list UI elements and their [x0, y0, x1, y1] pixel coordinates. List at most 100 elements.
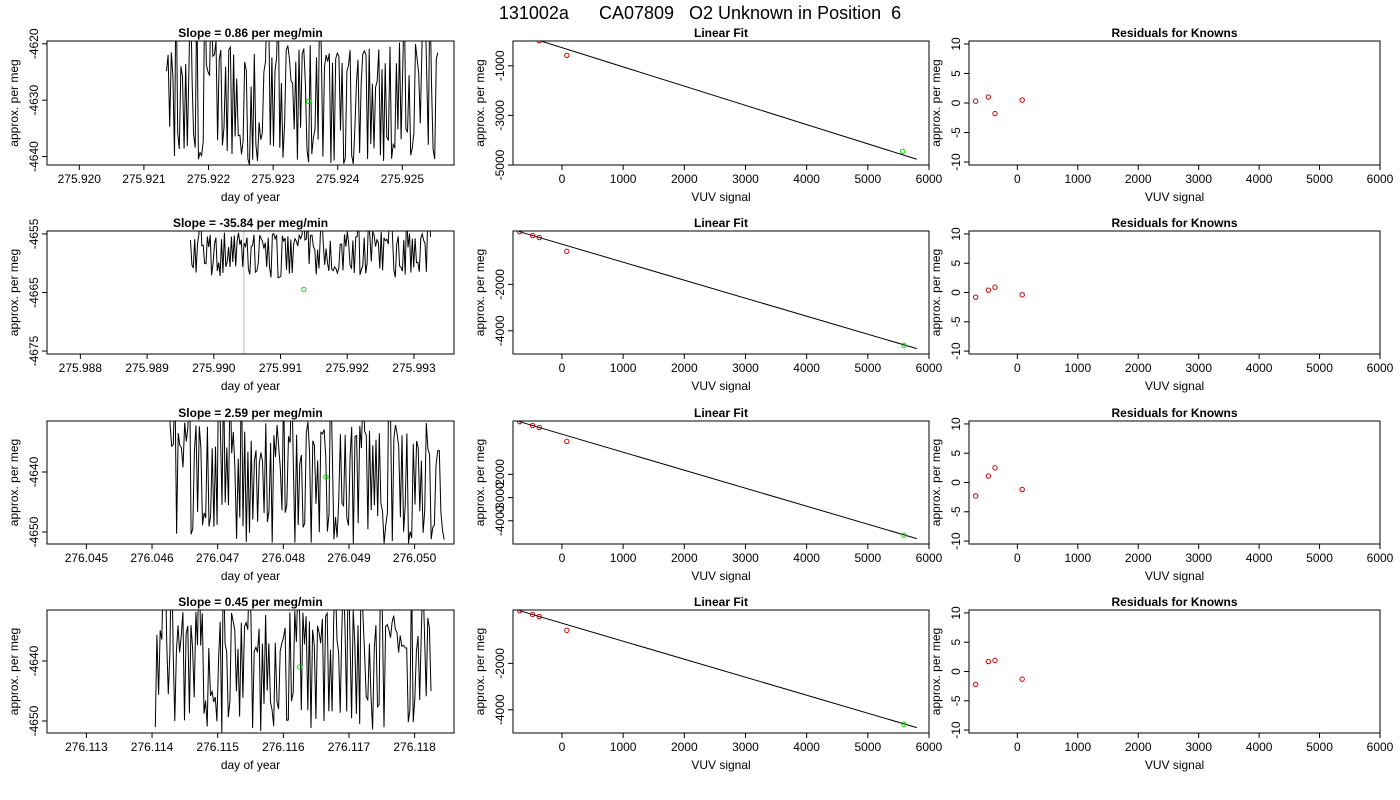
known-point — [529, 611, 536, 618]
unknown-point — [323, 474, 329, 480]
y-tick-label: 5 — [949, 70, 963, 77]
known-point — [536, 613, 543, 620]
panel-title: Residuals for Knowns — [1111, 26, 1237, 40]
y-tick-label: -4000 — [493, 505, 507, 536]
x-tick-label: 2000 — [1125, 361, 1152, 375]
y-tick-label: -4675 — [27, 335, 41, 366]
x-tick-label: 276.049 — [327, 551, 371, 565]
residual-point — [1019, 97, 1025, 103]
y-tick-label: -1000 — [493, 50, 507, 81]
panel-title: Slope = 0.86 per meg/min — [178, 26, 322, 40]
y-axis-label: approx. per meg — [929, 59, 943, 146]
x-tick-label: 0 — [559, 172, 566, 186]
known-point — [531, 41, 534, 42]
x-tick-label: 1000 — [610, 740, 637, 754]
plot-frame — [512, 420, 930, 545]
x-tick-label: 0 — [1014, 551, 1021, 565]
x-tick-label: 3000 — [732, 551, 759, 565]
y-tick-label: -4640 — [27, 456, 41, 487]
y-axis-label: approx. per meg — [473, 249, 487, 336]
x-axis-label: VUV signal — [1145, 569, 1204, 583]
x-axis-label: VUV signal — [691, 379, 750, 393]
x-axis-label: VUV signal — [1145, 379, 1204, 393]
x-tick-label: 5000 — [854, 172, 881, 186]
x-tick-label: 276.114 — [131, 740, 174, 754]
unknown-point — [901, 721, 907, 727]
y-tick-label: -10 — [949, 721, 963, 739]
x-tick-label: 4000 — [793, 740, 820, 754]
x-tick-label: 2000 — [671, 551, 698, 565]
x-tick-label: 276.050 — [393, 551, 437, 565]
known-point — [517, 231, 523, 235]
y-tick-label: 10 — [949, 227, 963, 241]
y-tick-label: -4000 — [493, 315, 507, 346]
y-tick-label: -5 — [949, 695, 963, 706]
x-tick-label: 1000 — [1064, 172, 1091, 186]
y-axis-label: approx. per meg — [929, 439, 943, 526]
panel-title: Slope = -35.84 per meg/min — [173, 216, 328, 230]
x-tick-label: 275.922 — [187, 172, 231, 186]
x-tick-label: 4000 — [793, 551, 820, 565]
y-tick-label: -4640 — [27, 141, 41, 172]
unknown-point — [901, 532, 907, 538]
x-tick-label: 275.990 — [192, 361, 236, 375]
panel-linear_fit-row-4: Linear Fit 0 1000 2000 3000 4000 5000 6000 -2000… — [473, 595, 943, 772]
x-tick-label: 0 — [559, 361, 566, 375]
plot-area — [531, 41, 917, 160]
x-tick-label: 3000 — [732, 740, 759, 754]
x-tick-label: 276.118 — [393, 740, 436, 754]
y-tick-label: 5 — [949, 450, 963, 457]
x-tick-label: 276.046 — [130, 551, 174, 565]
figure-title: 131002a CA07809 O2 Unknown in Position 6 — [498, 3, 902, 23]
residual-point — [972, 681, 979, 688]
x-tick-label: 1000 — [610, 361, 637, 375]
x-tick-label: 5000 — [854, 361, 881, 375]
plot-frame — [968, 40, 1381, 166]
x-tick-label: 276.115 — [196, 740, 239, 754]
x-tick-label: 6000 — [1367, 361, 1394, 375]
x-tick-label: 0 — [1014, 172, 1021, 186]
x-tick-label: 4000 — [1246, 740, 1273, 754]
y-axis-label: approx. per meg — [7, 439, 21, 526]
y-tick-label: 0 — [949, 99, 963, 106]
panel-timeseries-row-2: Slope = -35.84 per meg/min 275.988 275.989… — [7, 216, 455, 393]
x-tick-label: 275.989 — [125, 361, 169, 375]
x-tick-label: 275.923 — [251, 172, 295, 186]
y-tick-label: -4655 — [27, 218, 41, 249]
plot-area — [972, 657, 1025, 688]
x-tick-label: 1000 — [610, 551, 637, 565]
x-axis-label: VUV signal — [1145, 758, 1204, 772]
plot-frame — [512, 230, 930, 355]
y-tick-label: -4640 — [27, 645, 41, 676]
y-tick-label: -5 — [949, 506, 963, 517]
plot-area — [190, 231, 432, 354]
x-tick-label: 275.925 — [381, 172, 425, 186]
panel-linear_fit-row-1: Linear Fit 0 1000 2000 3000 4000 5000 6000 -1000… — [473, 26, 943, 204]
x-tick-label: 0 — [559, 551, 566, 565]
unknown-point — [297, 664, 303, 670]
unknown-point — [899, 148, 906, 155]
x-tick-label: 275.992 — [326, 361, 370, 375]
plot-frame — [512, 40, 930, 166]
y-tick-label: 5 — [949, 260, 963, 267]
plot-area — [166, 41, 439, 165]
y-axis-label: approx. per meg — [473, 59, 487, 146]
data-trace — [154, 610, 432, 733]
panel-linear_fit-row-2: Linear Fit 0 1000 2000 3000 4000 5000 6000 -2000… — [473, 216, 943, 393]
x-axis-label: day of year — [221, 569, 280, 583]
x-tick-label: 6000 — [916, 740, 943, 754]
known-point — [564, 438, 570, 445]
residual-point — [992, 465, 998, 471]
x-tick-label: 2000 — [1125, 551, 1152, 565]
panel-title: Slope = 2.59 per meg/min — [178, 406, 322, 420]
y-tick-label: -5 — [949, 127, 963, 138]
y-tick-label: 10 — [949, 606, 963, 620]
plot-frame — [968, 420, 1381, 545]
x-tick-label: 3000 — [1185, 740, 1212, 754]
plot-frame — [968, 230, 1381, 355]
x-tick-label: 5000 — [1306, 551, 1333, 565]
x-tick-label: 275.991 — [259, 361, 303, 375]
x-tick-label: 3000 — [1185, 551, 1212, 565]
known-point — [536, 424, 543, 431]
